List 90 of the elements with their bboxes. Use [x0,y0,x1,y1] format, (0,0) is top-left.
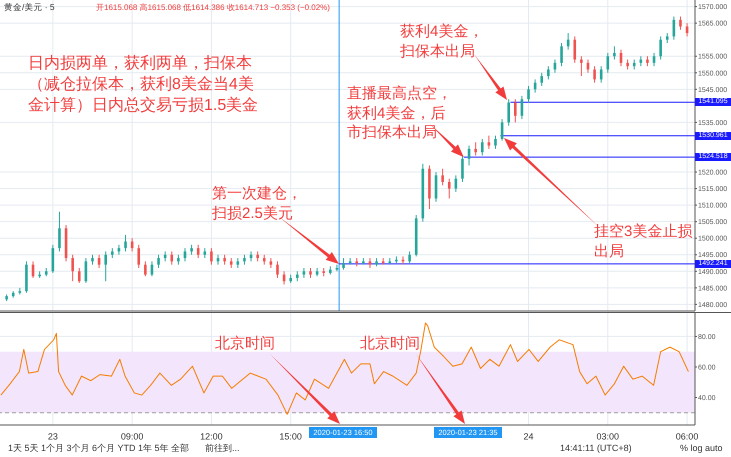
candlestick [480,138,484,156]
candlestick [434,172,438,202]
candlestick [196,244,200,259]
candlestick [494,135,497,150]
candlestick [78,267,81,284]
candlestick [342,258,345,270]
candlestick [586,59,590,74]
candlestick [606,52,610,74]
candlestick [262,254,266,266]
candlestick [177,254,180,266]
annotation: 获利4美金，扫保本出局 [400,22,484,61]
candlestick [468,145,470,166]
x-tick-label: 09:00 [120,431,144,442]
candlestick [58,211,61,252]
candlestick [118,244,120,256]
candlestick [52,244,54,274]
annotation: 第一次建仓，扫损2.5美元 [212,184,303,223]
annotation: 日内损两单，获利两单，扫保本（减仓拉保本，获利8美金当4美金计算）日内总交易亏损1.5美金 [28,54,260,116]
candlestick [216,254,220,266]
candlestick [104,250,108,282]
line-series [0,322,689,415]
text: 前往到... [205,443,240,455]
candlestick [620,49,622,67]
candlestick [368,258,372,268]
candlestick [204,248,206,259]
candlestick [296,270,299,282]
candlestick [111,248,114,259]
candlestick [243,254,246,266]
candlestick [210,248,213,266]
candlestick [98,254,100,268]
candlestick [124,234,127,252]
candlestick [223,254,226,266]
candlestick [150,260,154,277]
candlestick [672,16,676,40]
candlestick [540,72,544,87]
candlestick [250,250,252,262]
x-tick-label: 15:00 [279,431,302,442]
candlestick [408,250,411,264]
x-tick-label: 06:00 [676,431,698,442]
candlestick [659,36,662,60]
candlestick [144,260,147,277]
candlestick [646,56,649,67]
candlestick [84,258,88,284]
candlestick [32,260,34,278]
x-tick-label: 24 [524,431,534,442]
candlestick [190,244,193,256]
text: 1天 5天 1个月 3个月 6个月 YTD 1年 5年 全部 [8,443,190,455]
x-tick-label: 03:00 [596,431,620,442]
candlestick [157,254,160,268]
candlestick [686,22,688,37]
x-tick-label: 23 [48,431,58,442]
candlestick [184,248,186,262]
candlestick [593,66,596,84]
annotation: 北京时间 [215,334,275,354]
candlestick [527,86,530,104]
candlestick [640,56,642,67]
candlestick [500,118,504,142]
candlestick [600,66,602,84]
chart-title: 黄金/美元 · 5 [4,2,55,14]
candlestick [170,250,174,266]
candlestick [91,254,94,266]
candlestick [130,238,134,252]
candlestick [137,244,140,268]
annotation: 北京时间 [360,334,420,354]
x-tick-label: 12:00 [200,431,223,442]
annotation: 挂空3美金止损出局 [594,222,694,261]
candlestick [547,66,550,80]
candlestick [580,56,583,77]
candlestick [520,95,524,120]
candlestick [534,78,536,94]
candlestick [514,98,517,123]
candlestick [461,155,464,182]
text: 14:41:11 (UTC+8) [560,443,632,455]
candlestick [573,36,576,64]
chart-subtitle: 开1615.068 高1615.068 低1614.386 收1614.713 −0.353 (−0.02%) [96,2,330,13]
candlestick [652,52,656,67]
candlestick [554,59,556,74]
candlestick [441,168,444,186]
annotation: 直播最高点空，获利4美金，后市扫保本出局 [347,84,453,142]
candlestick [566,32,570,50]
candlestick [454,174,458,192]
candlestick [679,16,682,30]
candlestick [560,42,563,67]
candlestick [276,260,279,278]
candlestick [448,178,451,200]
candlestick [309,267,312,278]
text: % log auto [680,443,723,455]
candlestick [507,98,510,126]
candlestick [71,254,74,282]
candlestick [282,270,286,286]
